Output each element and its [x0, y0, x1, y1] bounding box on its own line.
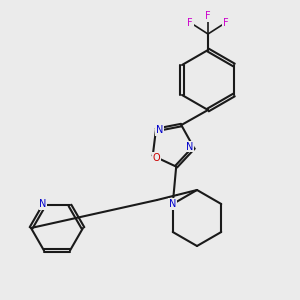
Text: F: F	[187, 18, 193, 28]
Text: F: F	[223, 18, 229, 28]
Text: N: N	[39, 200, 47, 209]
Text: N: N	[169, 199, 176, 209]
Text: N: N	[186, 142, 194, 152]
Text: F: F	[205, 11, 211, 21]
Text: O: O	[153, 153, 160, 163]
Text: N: N	[156, 125, 164, 135]
